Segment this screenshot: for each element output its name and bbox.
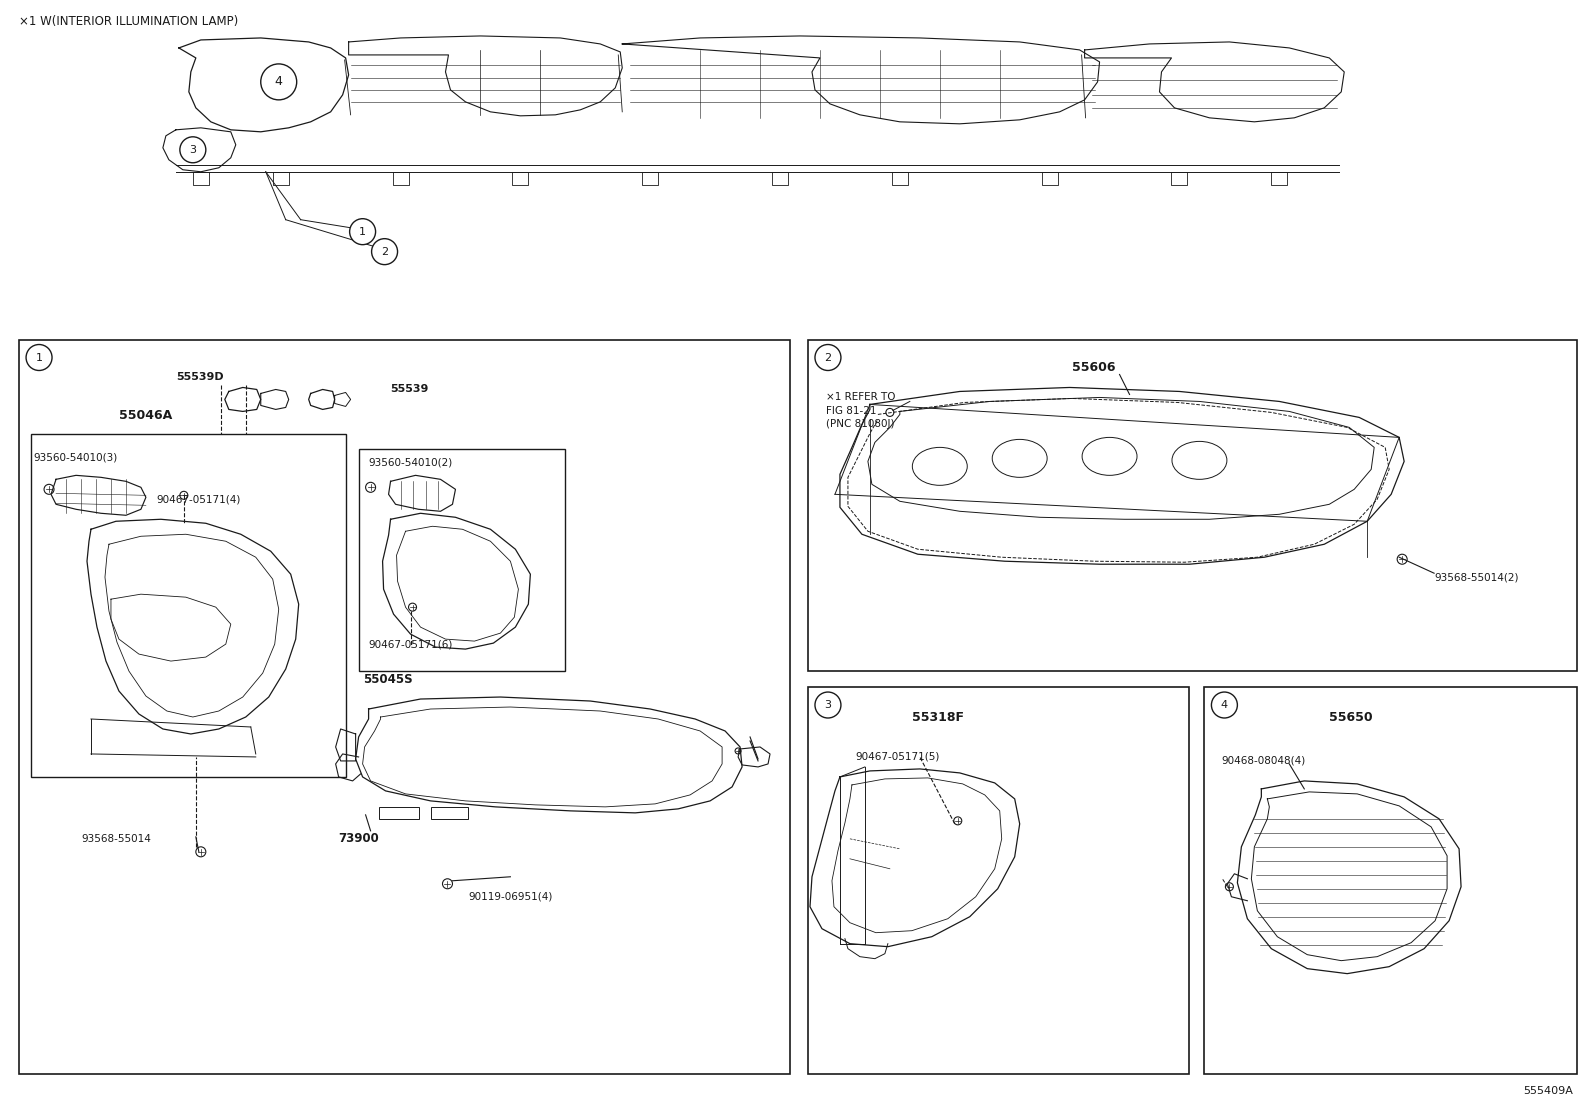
Text: 93560-54010(2): 93560-54010(2): [369, 457, 452, 467]
Text: 4: 4: [1221, 700, 1227, 710]
Circle shape: [371, 238, 398, 265]
Circle shape: [180, 136, 205, 163]
Text: 93568-55014(2): 93568-55014(2): [1434, 573, 1519, 582]
Text: 2: 2: [380, 246, 388, 257]
Text: 90467-05171(6): 90467-05171(6): [369, 640, 454, 650]
Text: 93560-54010(3): 93560-54010(3): [33, 453, 118, 463]
Text: 55650: 55650: [1329, 710, 1372, 723]
Text: 90467-05171(4): 90467-05171(4): [156, 495, 240, 504]
Text: 55046A: 55046A: [119, 409, 172, 422]
Circle shape: [25, 344, 53, 370]
Text: 1: 1: [35, 353, 43, 363]
Text: ×1 REFER TO
FIG 81-21
(PNC 81080J): ×1 REFER TO FIG 81-21 (PNC 81080J): [826, 392, 895, 429]
Text: 93568-55014: 93568-55014: [81, 834, 151, 844]
Text: 90468-08048(4): 90468-08048(4): [1221, 756, 1305, 766]
Text: 55045S: 55045S: [363, 673, 412, 686]
Text: 55539: 55539: [390, 385, 428, 395]
Circle shape: [815, 692, 841, 718]
Text: ×1 W(INTERIOR ILLUMINATION LAMP): ×1 W(INTERIOR ILLUMINATION LAMP): [19, 15, 239, 27]
Text: 55539D: 55539D: [175, 373, 223, 382]
Text: 1: 1: [360, 226, 366, 236]
Text: 4: 4: [275, 76, 283, 88]
Circle shape: [1212, 692, 1237, 718]
Text: 555409A: 555409A: [1524, 1087, 1573, 1097]
Text: 90467-05171(5): 90467-05171(5): [855, 752, 939, 762]
Text: 2: 2: [825, 353, 831, 363]
Text: 55606: 55606: [1071, 360, 1114, 374]
Text: 3: 3: [189, 145, 196, 155]
Circle shape: [815, 344, 841, 370]
Text: 90119-06951(4): 90119-06951(4): [468, 891, 552, 902]
Text: 73900: 73900: [339, 832, 379, 845]
Text: 3: 3: [825, 700, 831, 710]
Circle shape: [350, 219, 376, 245]
Circle shape: [261, 64, 296, 100]
Text: 55318F: 55318F: [912, 710, 963, 723]
